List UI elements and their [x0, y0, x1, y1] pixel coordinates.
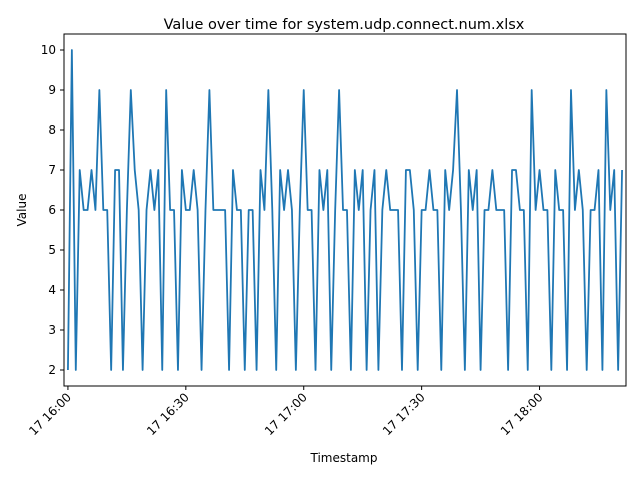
y-tick-label: 4 [48, 283, 56, 297]
x-tick-label: 17 17:30 [380, 390, 428, 438]
y-tick-label: 8 [48, 123, 56, 137]
y-tick-label: 2 [48, 363, 56, 377]
chart-title: Value over time for system.udp.connect.n… [164, 17, 525, 33]
y-tick-label: 10 [41, 43, 56, 57]
x-tick-label: 17 17:00 [262, 390, 310, 438]
x-tick-label: 17 18:00 [498, 390, 546, 438]
x-tick-label: 17 16:00 [26, 390, 74, 438]
y-tick-label: 9 [48, 83, 56, 97]
y-tick-label: 5 [48, 243, 56, 257]
x-axis-label: Timestamp [310, 451, 378, 465]
y-tick-label: 7 [48, 163, 56, 177]
y-axis-label: Value [15, 194, 29, 227]
y-tick-label: 6 [48, 203, 56, 217]
y-tick-label: 3 [48, 323, 56, 337]
x-tick-label: 17 16:30 [144, 390, 192, 438]
plot-area: 2 3 4 5 6 7 8 9 10 17 16:00 17 16:30 17 17:00 17 17:… [26, 33, 627, 438]
series-line-0 [67, 49, 623, 371]
